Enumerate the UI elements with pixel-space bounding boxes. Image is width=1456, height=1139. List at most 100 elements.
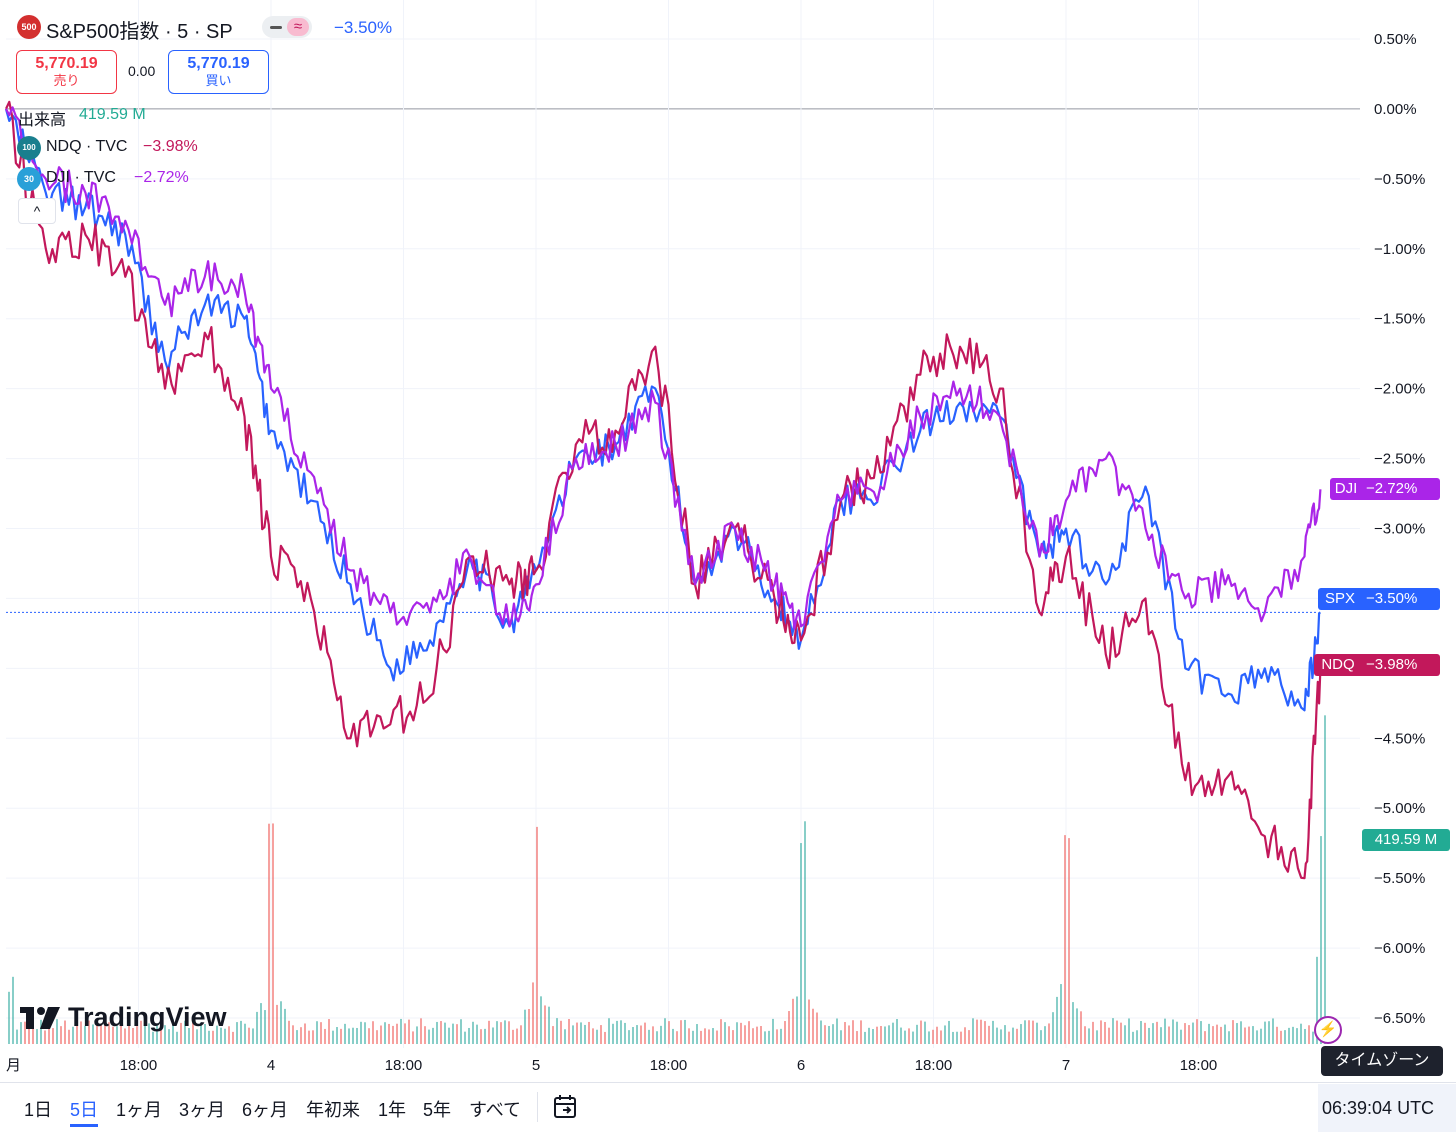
volume-bar (132, 1027, 134, 1044)
volume-bar (396, 1023, 398, 1044)
dji-legend-name[interactable]: DJI · TVC (46, 169, 116, 186)
volume-bar (348, 1028, 350, 1044)
volume-bar (1284, 1030, 1286, 1044)
y-tick-label: −6.00% (1374, 940, 1425, 957)
volume-bar (1136, 1030, 1138, 1044)
volume-bar (188, 1028, 190, 1044)
volume-bar (1176, 1021, 1178, 1044)
volume-bar (284, 1008, 286, 1044)
volume-bar (336, 1027, 338, 1044)
volume-bar (424, 1026, 426, 1044)
volume-bar (36, 1029, 38, 1044)
timeframe-5d[interactable]: 5日 (70, 1096, 99, 1127)
volume-bar (596, 1029, 598, 1044)
clock-text: 06:39:04 UTC (1322, 1098, 1435, 1118)
volume-bar (44, 1030, 46, 1044)
ndq-icon: 100 (17, 136, 41, 160)
y-tick-label: −5.50% (1374, 870, 1425, 887)
timeframe-5y[interactable]: 5年 (423, 1100, 452, 1120)
volume-bar (1276, 1026, 1278, 1044)
y-tick-label: −0.50% (1374, 171, 1425, 188)
volume-bar (588, 1021, 590, 1044)
timeframe-1y[interactable]: 1年 (378, 1100, 407, 1120)
volume-bar (880, 1025, 882, 1044)
volume-bar (1288, 1027, 1290, 1044)
volume-bar (216, 1025, 218, 1044)
volume-bar (252, 1028, 254, 1044)
buy-button[interactable]: 5,770.19 買い (168, 50, 269, 94)
series-line-ndq[interactable] (5, 100, 1322, 880)
volume-bar (1304, 1028, 1306, 1044)
volume-bar (1248, 1026, 1250, 1044)
volume-bar (764, 1031, 766, 1044)
volume-bar (752, 1028, 754, 1044)
volume-bar (248, 1027, 250, 1044)
collapse-legend-button[interactable]: ^ (18, 198, 56, 224)
volume-bar (356, 1027, 358, 1044)
volume-bar (584, 1024, 586, 1044)
volume-bar (120, 1025, 122, 1044)
volume-bar (636, 1025, 638, 1044)
volume-bar (796, 996, 798, 1044)
volume-bar (844, 1022, 846, 1044)
volume-bar (496, 1021, 498, 1044)
clock-panel[interactable]: 06:39:04 UTC (1318, 1084, 1456, 1132)
symbol-title[interactable]: S&P500指数 · 5 · SP (46, 21, 233, 43)
volume-bar (304, 1023, 306, 1044)
style-toggle[interactable]: ≈ (262, 16, 312, 38)
volume-bar (140, 1020, 142, 1044)
timeframe-6m[interactable]: 6ヶ月 (242, 1100, 289, 1120)
volume-value: 419.59 M (79, 106, 146, 123)
volume-bar (1108, 1027, 1110, 1044)
volume-bar (1292, 1026, 1294, 1044)
volume-bar (924, 1021, 926, 1044)
volume-bar (1164, 1018, 1166, 1044)
ndq-legend-name[interactable]: NDQ · TVC (46, 138, 128, 155)
volume-bar (460, 1019, 462, 1044)
volume-bar (268, 823, 270, 1044)
volume-bar (528, 1008, 530, 1044)
volume-bar (740, 1022, 742, 1044)
volume-bar (800, 843, 802, 1044)
calendar-range-icon[interactable] (553, 1094, 579, 1120)
volume-bar (1244, 1027, 1246, 1044)
timeframe-1d[interactable]: 1日 (24, 1100, 53, 1120)
volume-bar (728, 1026, 730, 1044)
volume-bar (1268, 1021, 1270, 1044)
volume-bar (204, 1023, 206, 1044)
volume-bar (1296, 1028, 1298, 1044)
timeframe-3m[interactable]: 3ヶ月 (179, 1100, 226, 1120)
volume-bar (476, 1024, 478, 1044)
volume-bar (1080, 1011, 1082, 1044)
volume-bar (1144, 1022, 1146, 1044)
volume-bar (1036, 1022, 1038, 1044)
timeframe-ytd[interactable]: 年初来 (306, 1100, 360, 1120)
series-line-dji[interactable] (5, 106, 1322, 630)
volume-bar (1032, 1020, 1034, 1044)
volume-bar (564, 1029, 566, 1044)
volume-bar (772, 1018, 774, 1044)
ndq-tag-name: NDQ (1321, 656, 1355, 673)
sell-button[interactable]: 5,770.19 売り (16, 50, 117, 94)
volume-bar (1256, 1030, 1258, 1044)
volume-bar (560, 1020, 562, 1044)
volume-bar (504, 1020, 506, 1044)
volume-bar (328, 1019, 330, 1044)
volume-label[interactable]: 出来高 (18, 112, 67, 129)
volume-bar (1188, 1025, 1190, 1044)
volume-bar (128, 1022, 130, 1044)
series-line-spx[interactable] (4, 108, 1321, 712)
volume-bar (708, 1029, 710, 1044)
volume-bar (640, 1025, 642, 1044)
timeframe-1m[interactable]: 1ヶ月 (116, 1100, 163, 1120)
volume-bar (1008, 1031, 1010, 1044)
lightning-icon[interactable]: ⚡ (1314, 1016, 1342, 1044)
timeframe-all[interactable]: すべて (469, 1100, 522, 1120)
volume-bar (192, 1018, 194, 1044)
volume-bar (488, 1020, 490, 1044)
volume-bar (824, 1025, 826, 1044)
volume-bar (200, 1022, 202, 1044)
x-tick-label: 18:00 (915, 1057, 953, 1074)
x-tick-label: 5 (532, 1057, 540, 1074)
